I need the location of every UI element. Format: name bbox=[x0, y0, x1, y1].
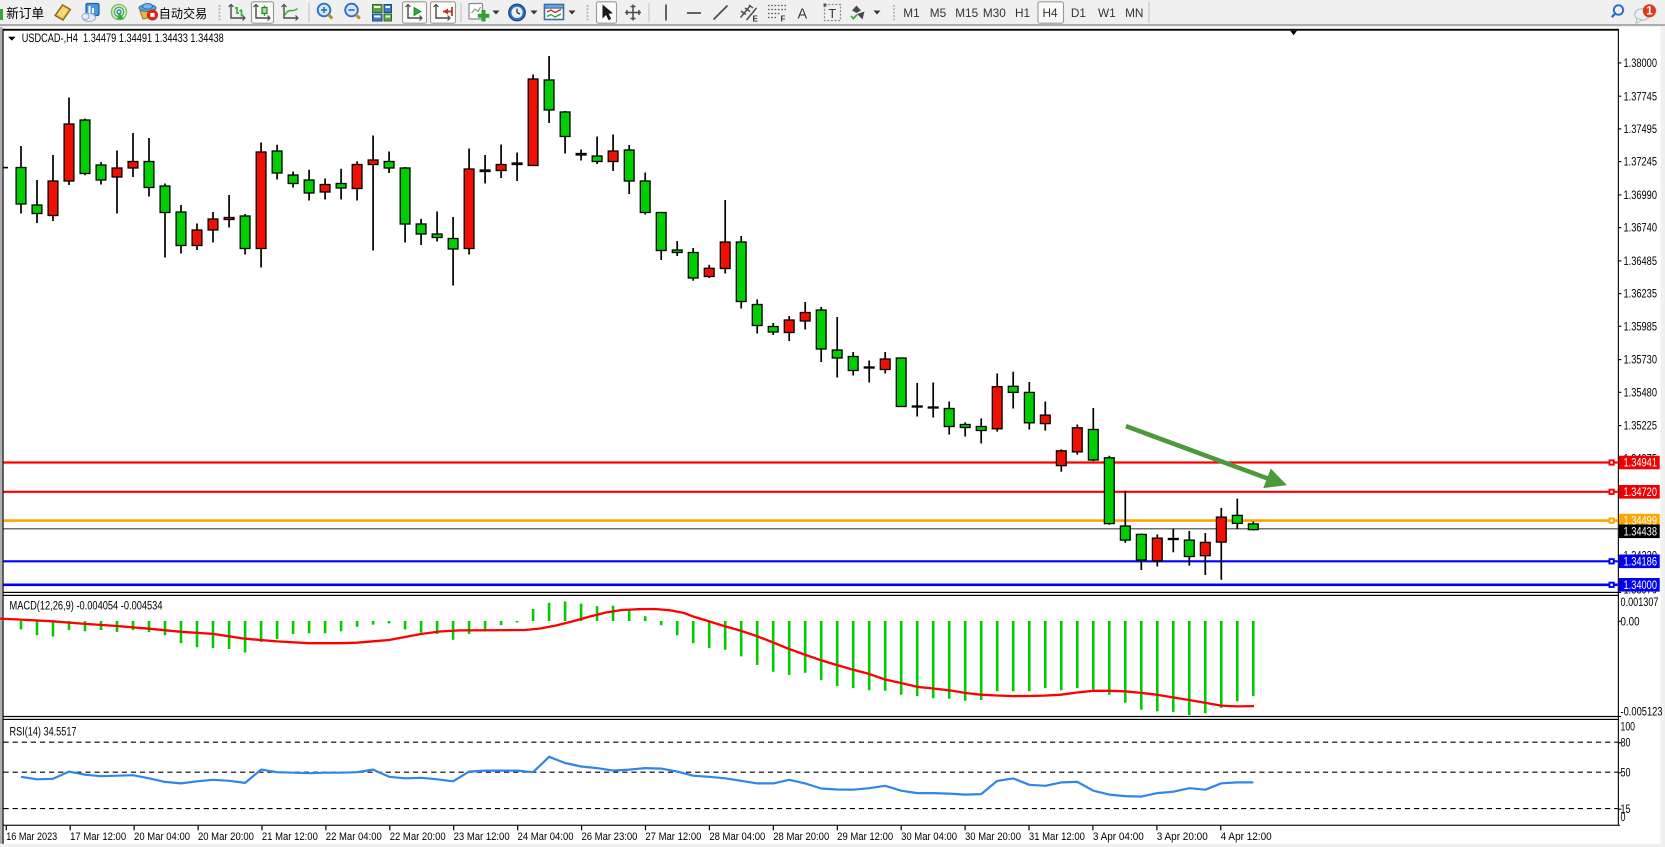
svg-text:M1: M1 bbox=[903, 6, 919, 20]
svg-text:29 Mar 12:00: 29 Mar 12:00 bbox=[837, 831, 893, 843]
svg-text:1: 1 bbox=[1646, 6, 1653, 18]
svg-text:F: F bbox=[781, 15, 786, 24]
svg-text:T: T bbox=[829, 7, 837, 21]
svg-text:28 Mar 20:00: 28 Mar 20:00 bbox=[773, 831, 829, 843]
svg-text:20 Mar 20:00: 20 Mar 20:00 bbox=[198, 831, 254, 843]
svg-text:1.35225: 1.35225 bbox=[1624, 421, 1658, 433]
svg-text:MN: MN bbox=[1125, 6, 1143, 20]
svg-text:23 Mar 12:00: 23 Mar 12:00 bbox=[454, 831, 510, 843]
svg-text:50: 50 bbox=[1621, 768, 1631, 780]
svg-text:M30: M30 bbox=[983, 6, 1006, 20]
svg-text:22 Mar 20:00: 22 Mar 20:00 bbox=[390, 831, 446, 843]
svg-text:28 Mar 04:00: 28 Mar 04:00 bbox=[709, 831, 765, 843]
svg-text:1.36235: 1.36235 bbox=[1624, 289, 1658, 301]
svg-text:1.37495: 1.37495 bbox=[1624, 124, 1658, 136]
svg-text:USDCAD-,H4 1.34479 1.34491 1.: USDCAD-,H4 1.34479 1.34491 1.34433 1.344… bbox=[22, 31, 224, 45]
svg-text:16 Mar 2023: 16 Mar 2023 bbox=[6, 831, 57, 843]
svg-text:1.36485: 1.36485 bbox=[1624, 256, 1658, 268]
svg-text:1.38000: 1.38000 bbox=[1624, 58, 1658, 70]
svg-text:100: 100 bbox=[1621, 722, 1636, 734]
svg-text:E: E bbox=[753, 15, 759, 24]
svg-text:0: 0 bbox=[1621, 812, 1626, 824]
svg-text:MACD(12,26,9) -0.004054 -0.004: MACD(12,26,9) -0.004054 -0.004534 bbox=[10, 600, 163, 612]
svg-text:1.36740: 1.36740 bbox=[1624, 223, 1658, 235]
svg-text:30 Mar 04:00: 30 Mar 04:00 bbox=[901, 831, 957, 843]
svg-text:D1: D1 bbox=[1071, 6, 1086, 20]
svg-text:1.37745: 1.37745 bbox=[1624, 91, 1658, 103]
svg-text:80: 80 bbox=[1621, 738, 1631, 750]
svg-text:3 Apr 20:00: 3 Apr 20:00 bbox=[1157, 831, 1208, 843]
svg-text:RSI(14) 34.5517: RSI(14) 34.5517 bbox=[10, 726, 77, 738]
svg-text:27 Mar 12:00: 27 Mar 12:00 bbox=[645, 831, 701, 843]
svg-text:21 Mar 12:00: 21 Mar 12:00 bbox=[262, 831, 318, 843]
svg-text:24 Mar 04:00: 24 Mar 04:00 bbox=[518, 831, 574, 843]
svg-text:20 Mar 04:00: 20 Mar 04:00 bbox=[134, 831, 190, 843]
svg-text:3 Apr 04:00: 3 Apr 04:00 bbox=[1093, 831, 1144, 843]
svg-text:1.35480: 1.35480 bbox=[1624, 387, 1658, 399]
svg-text:30 Mar 20:00: 30 Mar 20:00 bbox=[965, 831, 1021, 843]
svg-text:M5: M5 bbox=[930, 6, 947, 20]
svg-text:22 Mar 04:00: 22 Mar 04:00 bbox=[326, 831, 382, 843]
svg-text:1.34438: 1.34438 bbox=[1624, 526, 1658, 538]
svg-text:1.34000: 1.34000 bbox=[1624, 580, 1658, 592]
svg-text:自动交易: 自动交易 bbox=[159, 6, 208, 21]
svg-text:1.34186: 1.34186 bbox=[1624, 556, 1658, 568]
svg-text:A: A bbox=[798, 7, 808, 23]
svg-text:26 Mar 23:00: 26 Mar 23:00 bbox=[581, 831, 637, 843]
svg-text:1.37245: 1.37245 bbox=[1624, 157, 1658, 169]
svg-text:M15: M15 bbox=[955, 6, 978, 20]
svg-text:1.34941: 1.34941 bbox=[1624, 458, 1658, 470]
svg-text:1.35730: 1.35730 bbox=[1624, 355, 1658, 367]
svg-text:17 Mar 12:00: 17 Mar 12:00 bbox=[70, 831, 126, 843]
svg-text:1.35985: 1.35985 bbox=[1624, 321, 1658, 333]
svg-text:W1: W1 bbox=[1098, 6, 1116, 20]
svg-text:15: 15 bbox=[1621, 804, 1631, 816]
svg-text:0.00: 0.00 bbox=[1621, 616, 1640, 628]
svg-text:新订单: 新订单 bbox=[6, 6, 44, 21]
svg-text:1.36990: 1.36990 bbox=[1624, 190, 1658, 202]
svg-text:31 Mar 12:00: 31 Mar 12:00 bbox=[1029, 831, 1085, 843]
svg-text:H4: H4 bbox=[1042, 6, 1058, 20]
svg-text:-0.005123: -0.005123 bbox=[1621, 707, 1663, 719]
svg-text:H1: H1 bbox=[1015, 6, 1030, 20]
svg-text:1.34720: 1.34720 bbox=[1624, 487, 1658, 499]
svg-text:0.001307: 0.001307 bbox=[1621, 597, 1659, 609]
svg-text:4 Apr 12:00: 4 Apr 12:00 bbox=[1221, 831, 1272, 843]
